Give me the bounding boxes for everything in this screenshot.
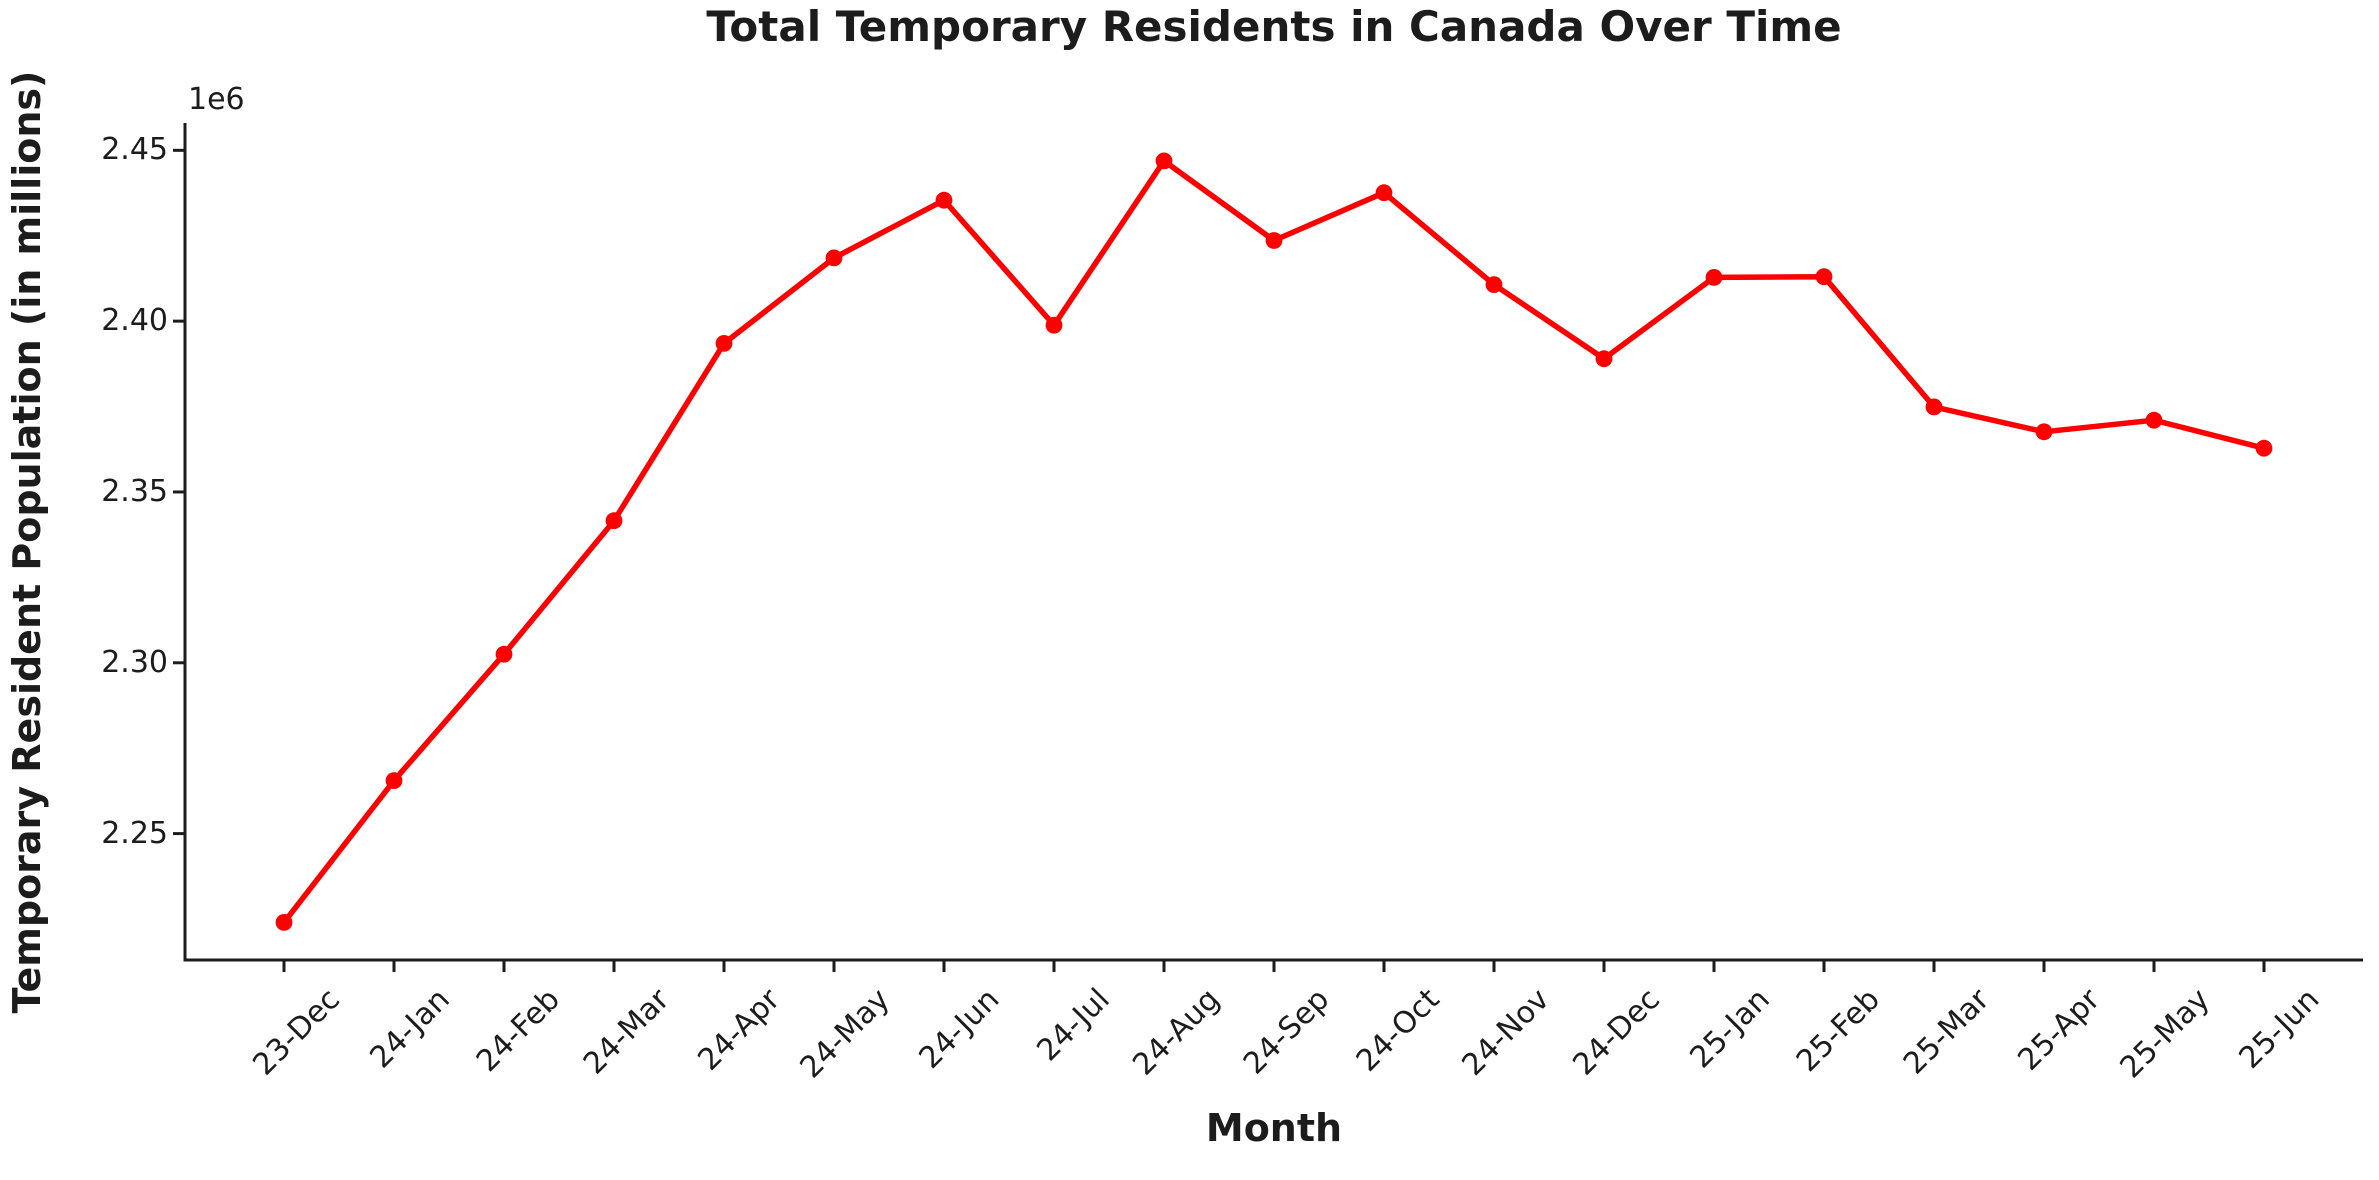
data-point bbox=[2145, 411, 2163, 429]
data-point bbox=[605, 512, 623, 530]
data-point bbox=[385, 772, 403, 789]
y-axis-label: Temporary Resident Population (in millio… bbox=[5, 70, 49, 1014]
x-axis-label: Month bbox=[1205, 1106, 1343, 1150]
y-tick-label: 2.35 bbox=[101, 473, 168, 509]
data-point bbox=[1375, 184, 1393, 202]
y-tick-label: 2.45 bbox=[101, 132, 168, 168]
data-point bbox=[2255, 439, 2273, 457]
data-point bbox=[1265, 232, 1283, 249]
data-point bbox=[1485, 276, 1503, 293]
data-point bbox=[1925, 398, 1943, 416]
y-tick-label: 2.40 bbox=[101, 303, 168, 339]
data-point bbox=[1705, 269, 1723, 286]
data-point bbox=[1155, 152, 1173, 170]
y-tick-label: 2.30 bbox=[101, 644, 168, 680]
data-point bbox=[495, 645, 513, 663]
chart-title: Total Temporary Residents in Canada Over… bbox=[706, 2, 1842, 51]
data-point bbox=[715, 335, 733, 352]
y-axis-offset-label: 1e6 bbox=[188, 82, 245, 117]
y-tick-label: 2.25 bbox=[101, 815, 168, 851]
data-line bbox=[281, 158, 2267, 926]
data-point bbox=[1045, 316, 1063, 334]
data-point bbox=[2035, 423, 2053, 441]
data-point bbox=[935, 191, 953, 209]
data-point bbox=[1595, 350, 1613, 368]
data-point bbox=[275, 914, 293, 931]
data-point bbox=[825, 249, 843, 267]
data-point bbox=[1815, 268, 1833, 286]
